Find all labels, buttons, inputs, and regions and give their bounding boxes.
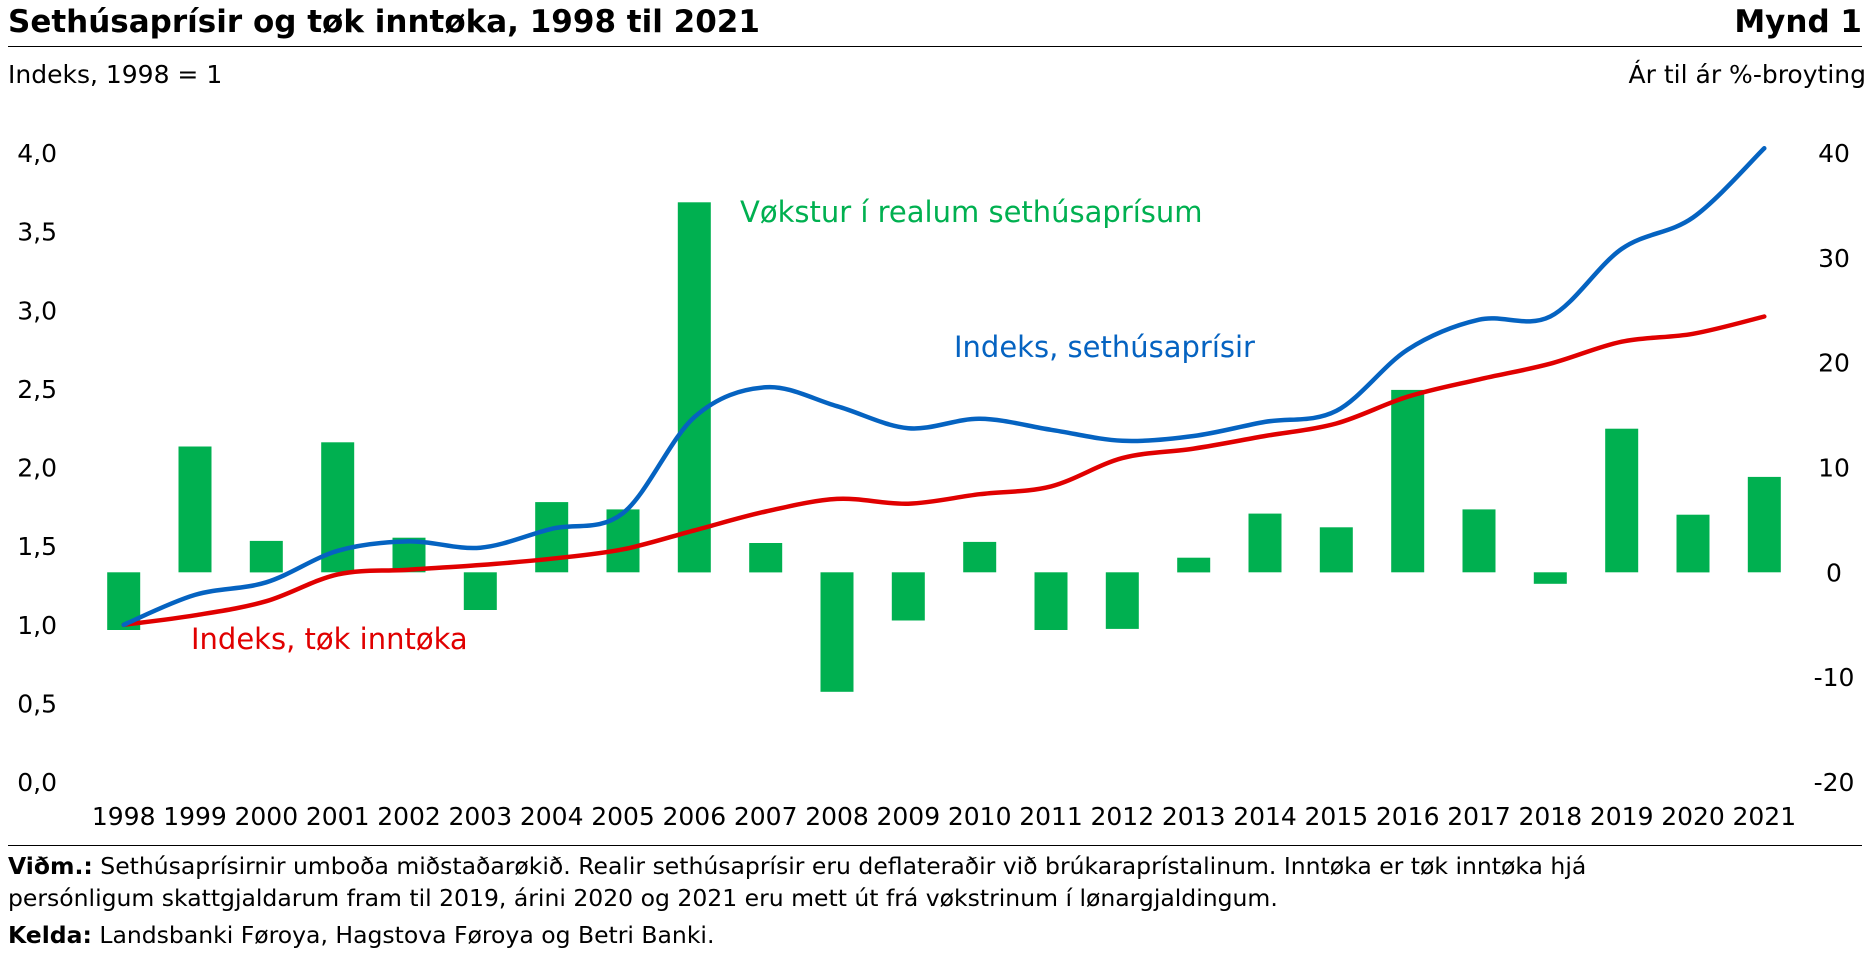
x-tick-label: 2000 bbox=[234, 802, 298, 831]
left-tick-label: 4,0 bbox=[17, 139, 57, 168]
x-tick-label: 2001 bbox=[306, 802, 370, 831]
right-tick-label: -20 bbox=[1814, 768, 1855, 797]
series-label-house-prices: Indeks, sethúsaprísir bbox=[954, 330, 1255, 364]
x-tick-label: 1998 bbox=[92, 802, 156, 831]
x-tick-label: 2013 bbox=[1162, 802, 1226, 831]
line-house-price-index bbox=[121, 146, 1767, 628]
bar-2017 bbox=[1462, 509, 1496, 573]
x-tick-label: 2007 bbox=[734, 802, 798, 831]
x-tick-label: 2008 bbox=[805, 802, 869, 831]
right-tick-label: 10 bbox=[1818, 454, 1850, 483]
bar-2007 bbox=[749, 543, 783, 573]
bar-2020 bbox=[1676, 514, 1710, 573]
bar-2000 bbox=[249, 540, 283, 573]
x-tick-label: 2019 bbox=[1590, 802, 1654, 831]
bar-2009 bbox=[891, 572, 925, 621]
right-tick-label: 30 bbox=[1818, 244, 1850, 273]
x-tick-label: 2014 bbox=[1233, 802, 1297, 831]
note-text-2: persónligum skattgjaldarum fram til 2019… bbox=[8, 884, 1278, 912]
left-tick-label: 2,5 bbox=[17, 375, 57, 404]
left-tick-label: 1,0 bbox=[17, 611, 57, 640]
bar-2021 bbox=[1747, 476, 1781, 573]
bar-2010 bbox=[963, 541, 997, 573]
right-tick-label: -10 bbox=[1814, 663, 1855, 692]
bar-series bbox=[107, 202, 1781, 692]
bar-2016 bbox=[1391, 389, 1425, 573]
x-tick-label: 2004 bbox=[520, 802, 584, 831]
right-tick-label: 40 bbox=[1818, 139, 1850, 168]
left-axis-label: Indeks, 1998 = 1 bbox=[8, 60, 222, 89]
left-tick-label: 3,5 bbox=[17, 218, 57, 247]
left-axis: 0,0 0,5 1,0 1,5 2,0 2,5 3,0 3,5 4,0 bbox=[17, 139, 57, 797]
left-tick-label: 0,5 bbox=[17, 689, 57, 718]
x-tick-label: 2011 bbox=[1019, 802, 1083, 831]
x-tick-label: 2006 bbox=[662, 802, 726, 831]
x-axis: 1998 1999 2000 2001 2002 2003 2004 2005 2006 2007… bbox=[92, 802, 1796, 831]
x-tick-label: 2005 bbox=[591, 802, 655, 831]
source-text: Landsbanki Føroya, Hagstova Føroya og Be… bbox=[99, 921, 715, 949]
bottom-divider bbox=[8, 845, 1862, 846]
line-income-index bbox=[121, 314, 1767, 628]
x-tick-label: 2015 bbox=[1304, 802, 1368, 831]
x-tick-label: 2003 bbox=[448, 802, 512, 831]
left-tick-label: 1,5 bbox=[17, 532, 57, 561]
bar-2012 bbox=[1105, 572, 1139, 629]
bar-2008 bbox=[820, 572, 854, 692]
bar-2018 bbox=[1533, 572, 1567, 584]
series-label-income: Indeks, tøk inntøka bbox=[191, 622, 468, 656]
left-tick-label: 0,0 bbox=[17, 768, 57, 797]
bar-2011 bbox=[1034, 572, 1068, 630]
x-tick-label: 2010 bbox=[948, 802, 1012, 831]
x-tick-label: 1999 bbox=[163, 802, 227, 831]
note-line-1: Viðm.: Sethúsaprísirnir umboða miðstaðar… bbox=[8, 848, 1864, 884]
note-label: Viðm.: bbox=[8, 852, 93, 880]
right-tick-label: 0 bbox=[1826, 558, 1842, 587]
right-axis: -20 -10 0 10 20 30 40 bbox=[1814, 139, 1855, 797]
line-series bbox=[121, 146, 1767, 628]
x-tick-label: 2012 bbox=[1090, 802, 1154, 831]
series-label-bars: Vøkstur í realum sethúsaprísum bbox=[740, 195, 1203, 229]
x-tick-label: 2018 bbox=[1518, 802, 1582, 831]
bar-2015 bbox=[1319, 527, 1353, 573]
source-line: Kelda: Landsbanki Føroya, Hagstova Føroy… bbox=[8, 917, 1864, 953]
x-tick-label: 2020 bbox=[1661, 802, 1725, 831]
x-tick-label: 2021 bbox=[1732, 802, 1796, 831]
chart-area: Indeks, 1998 = 1 Ár til ár %-broyting 0,… bbox=[8, 60, 1866, 831]
bar-2014 bbox=[1248, 513, 1282, 573]
bar-1999 bbox=[178, 446, 212, 573]
left-tick-label: 2,0 bbox=[17, 454, 57, 483]
top-divider bbox=[8, 46, 1862, 47]
bar-2003 bbox=[463, 572, 497, 610]
right-axis-label: Ár til ár %-broyting bbox=[1629, 60, 1866, 89]
x-tick-label: 2016 bbox=[1376, 802, 1440, 831]
bar-2019 bbox=[1605, 428, 1639, 573]
figure-label: Mynd 1 bbox=[1734, 4, 1862, 40]
note-text-1: Sethúsaprísirnir umboða miðstaðarøkið. R… bbox=[100, 852, 1587, 880]
x-tick-label: 2017 bbox=[1447, 802, 1511, 831]
bar-2006 bbox=[677, 202, 711, 573]
source-label: Kelda: bbox=[8, 921, 92, 949]
x-tick-label: 2002 bbox=[377, 802, 441, 831]
x-tick-label: 2009 bbox=[876, 802, 940, 831]
bar-2013 bbox=[1177, 557, 1211, 573]
right-tick-label: 20 bbox=[1818, 349, 1850, 378]
left-tick-label: 3,0 bbox=[17, 296, 57, 325]
chart-title: Sethúsaprísir og tøk inntøka, 1998 til 2… bbox=[8, 4, 760, 40]
note-line-2: persónligum skattgjaldarum fram til 2019… bbox=[8, 880, 1864, 916]
